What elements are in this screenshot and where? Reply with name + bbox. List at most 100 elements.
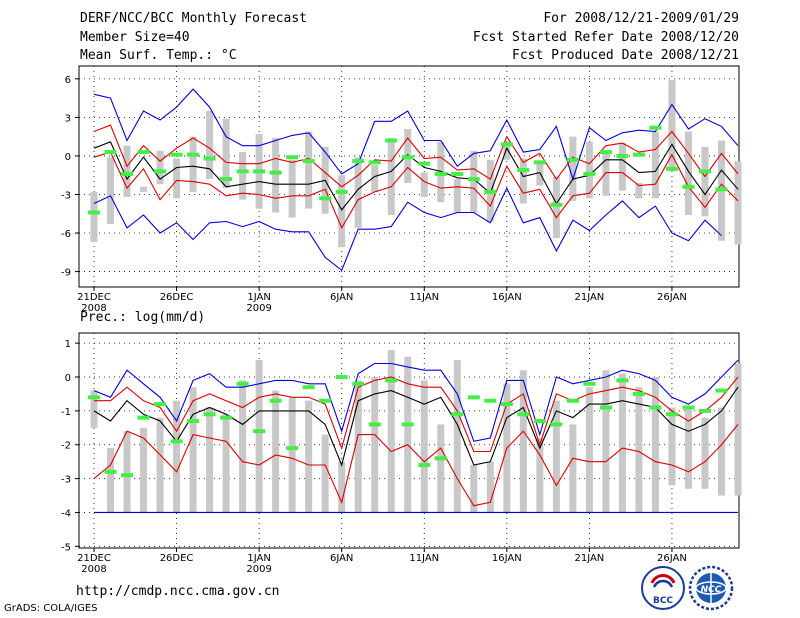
- ncc-logo-text: NCC: [701, 585, 722, 595]
- forecast-range: For 2008/12/21-2009/01/29: [543, 11, 739, 26]
- temp-ensemble-bar: [651, 131, 659, 199]
- temp-ensemble-bar: [189, 136, 197, 192]
- prec-ensemble-bar: [717, 407, 725, 496]
- temp-observed-marker: [451, 171, 464, 176]
- prec-observed-marker: [137, 415, 150, 420]
- temp-observed-marker: [467, 177, 480, 182]
- prec-ensemble-bar: [387, 349, 395, 513]
- temp-observed-marker: [616, 153, 629, 158]
- temp-observed-marker: [253, 169, 266, 174]
- prec-observed-marker: [649, 405, 662, 410]
- prec-observed-marker: [665, 412, 678, 417]
- prec-ensemble-bar: [585, 387, 593, 513]
- temp-ensemble-bar: [519, 158, 527, 204]
- prec-observed-marker: [385, 378, 398, 383]
- temp-observed-marker: [500, 142, 513, 147]
- prec-observed-marker: [484, 398, 497, 403]
- temp-observed-marker: [533, 160, 546, 165]
- temp-xtick-year-label: 2008: [81, 303, 106, 314]
- prec-ensemble-bar: [255, 360, 263, 513]
- source-url[interactable]: http://cmdp.ncc.cma.gov.cn: [76, 584, 280, 599]
- prec-ensemble-bar: [288, 397, 296, 513]
- prec-variable-label: Prec.: log(mm/d): [80, 310, 206, 325]
- prec-observed-marker: [434, 456, 447, 461]
- prec-observed-marker: [566, 398, 579, 403]
- temp-ensemble-bar: [585, 141, 593, 199]
- temp-upper-line: [93, 124, 739, 188]
- ncc-logo: NCC: [688, 565, 734, 611]
- prec-ensemble-bar: [173, 400, 181, 513]
- temp-ensemble-bar: [684, 131, 692, 216]
- temp-observed-marker: [682, 184, 695, 189]
- prec-observed-marker: [253, 429, 266, 434]
- temp-ensemble-bar: [140, 186, 148, 192]
- prec-ensemble-bar: [602, 370, 610, 513]
- prec-observed-marker: [682, 405, 695, 410]
- prec-lower-line: [93, 424, 739, 507]
- temp-ensemble-bar: [239, 152, 247, 200]
- temp-observed-marker: [665, 166, 678, 171]
- prec-ensemble-bar: [668, 407, 676, 486]
- temp-ensemble-bar: [552, 176, 560, 239]
- variable-label: Mean Surf. Temp.: °C: [80, 48, 237, 63]
- temp-observed-marker: [484, 189, 497, 194]
- prec-ensemble-bar: [486, 461, 494, 513]
- prec-ensemble-bar: [701, 417, 709, 489]
- temp-ensemble-bar: [569, 136, 577, 201]
- prec-observed-marker: [352, 381, 365, 386]
- prec-ensemble-bar: [140, 427, 148, 513]
- temp-observed-marker: [302, 159, 315, 164]
- temp-observed-marker: [319, 196, 332, 201]
- temp-xtick-label: 1JAN: [247, 292, 270, 303]
- prec-ensemble-bar: [354, 380, 362, 513]
- prec-ensemble-bar: [305, 400, 313, 513]
- prec-max-line: [93, 359, 739, 442]
- prec-ensemble-bar: [272, 390, 280, 513]
- temp-ensemble-bar: [288, 159, 296, 218]
- prec-ensemble-bar: [684, 407, 692, 489]
- temp-observed-marker: [698, 169, 711, 174]
- temp-observed-marker: [187, 152, 200, 157]
- temp-observed-marker: [385, 138, 398, 143]
- prec-xtick-label: 16JAN: [492, 553, 522, 564]
- bcc-logo: BCC: [640, 565, 686, 611]
- temp-ensemble-bar: [387, 137, 395, 216]
- temp-observed-marker: [583, 171, 596, 176]
- temp-ensemble-bar: [156, 150, 164, 185]
- prec-ensemble-bar: [569, 424, 577, 513]
- prec-observed-marker: [550, 422, 563, 427]
- prec-observed-marker: [154, 402, 167, 407]
- temp-observed-marker: [220, 177, 233, 182]
- temp-ytick-label: -9: [61, 268, 71, 279]
- temp-xtick-label: 26JAN: [657, 292, 687, 303]
- prec-observed-marker: [632, 391, 645, 396]
- temp-max-line: [93, 88, 739, 181]
- prec-observed-marker: [88, 395, 100, 400]
- temp-ensemble-bar: [354, 157, 362, 228]
- prec-observed-marker: [583, 381, 596, 386]
- temp-mean-line: [93, 141, 739, 211]
- prec-ensemble-bar: [189, 387, 197, 513]
- temp-observed-marker: [649, 125, 662, 130]
- prec-ensemble-bar: [734, 363, 742, 496]
- prec-ensemble-bar: [222, 414, 230, 513]
- prec-observed-marker: [104, 469, 117, 474]
- prec-upper-line: [94, 376, 739, 453]
- temp-lower-line: [93, 151, 739, 230]
- temp-ensemble-bar: [503, 141, 511, 160]
- prec-observed-marker: [170, 439, 183, 444]
- prec-observed-marker: [121, 473, 134, 478]
- temp-xtick-label: 21DEC: [77, 292, 111, 303]
- prec-ytick-label: -4: [61, 508, 71, 519]
- prec-ensemble-bar: [453, 360, 461, 513]
- temp-ensemble-bar: [305, 131, 313, 209]
- temp-ensemble-bar: [453, 179, 461, 213]
- temp-ensemble-bar: [470, 150, 478, 213]
- prec-xtick-year-label: 2009: [246, 564, 271, 575]
- temp-ytick-label: 3: [65, 113, 71, 124]
- prec-observed-marker: [187, 419, 200, 424]
- prec-ensemble-bar: [470, 465, 478, 513]
- prec-ytick-label: 0: [65, 373, 71, 384]
- prec-ensemble-bar: [239, 380, 247, 513]
